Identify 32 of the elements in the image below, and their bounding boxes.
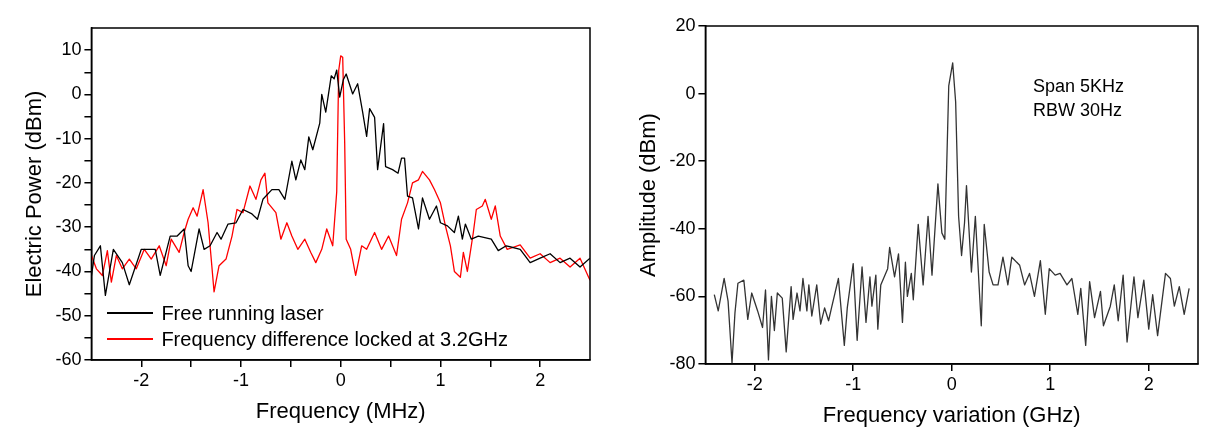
- legend-label: Free running laser: [161, 301, 324, 326]
- y-tick-label: -40: [55, 260, 82, 281]
- annotation: Span 5KHz: [1033, 75, 1125, 96]
- y-tick-label: -10: [55, 127, 82, 148]
- y-tick-label: 0: [685, 82, 696, 103]
- x-tick-label: 1: [1045, 373, 1056, 394]
- y-tick-label: -20: [669, 150, 696, 171]
- y-axis-title: Amplitude (dBm): [635, 113, 661, 277]
- x-tick-label: 1: [435, 369, 446, 390]
- x-tick-label: -1: [845, 373, 862, 394]
- y-tick-label: -50: [55, 304, 82, 325]
- x-tick-label: 2: [1143, 373, 1154, 394]
- x-tick-label: -1: [232, 369, 249, 390]
- legend-label: Frequency difference locked at 3.2GHz: [161, 327, 508, 352]
- y-tick-label: 20: [675, 14, 696, 35]
- x-tick-label: -2: [133, 369, 150, 390]
- y-tick-label: 10: [61, 39, 82, 60]
- y-tick-label: -30: [55, 216, 82, 237]
- y-axis-title: Electric Power (dBm): [21, 90, 47, 298]
- annotation: RBW 30Hz: [1033, 99, 1123, 120]
- x-axis-title: Frequency variation (GHz): [822, 401, 1081, 427]
- y-tick-label: 0: [71, 83, 82, 104]
- y-tick-label: -60: [55, 348, 82, 369]
- x-axis-title: Frequency (MHz): [255, 397, 426, 423]
- x-tick-label: -2: [746, 373, 763, 394]
- y-tick-label: -60: [669, 285, 696, 306]
- x-tick-label: 0: [335, 369, 346, 390]
- y-tick-label: -40: [669, 217, 696, 238]
- x-tick-label: 2: [535, 369, 546, 390]
- y-tick-label: -20: [55, 171, 82, 192]
- x-tick-label: 0: [946, 373, 957, 394]
- y-tick-label: -80: [669, 352, 696, 373]
